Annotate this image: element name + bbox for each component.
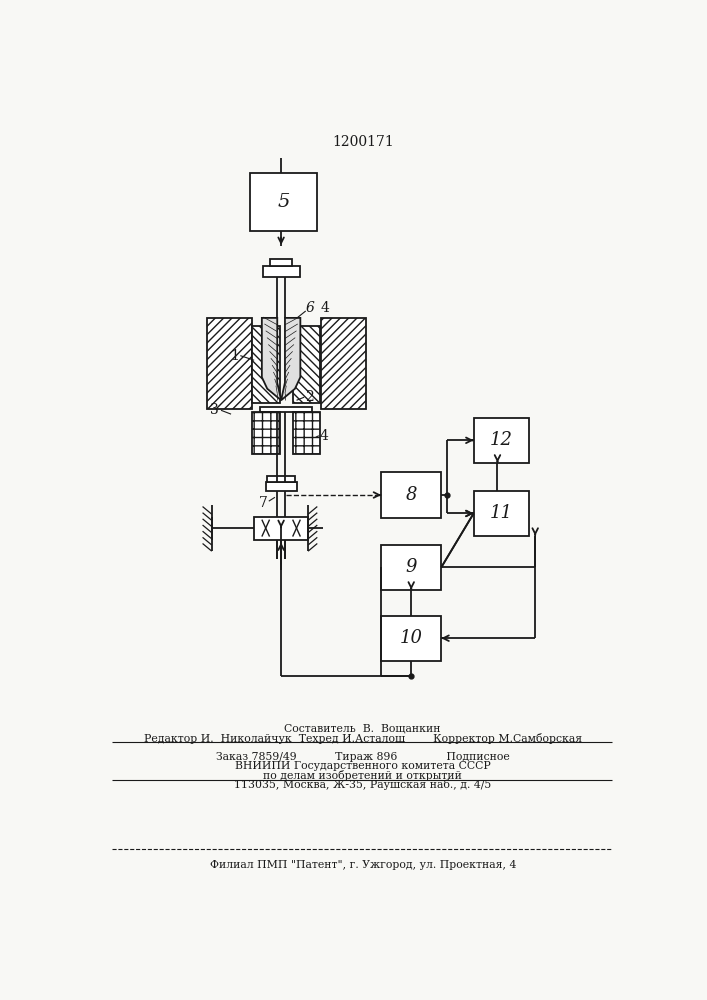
Bar [250,173,317,231]
Text: 1: 1 [230,349,240,363]
Bar [266,482,296,491]
Bar [267,476,295,482]
Text: 1200171: 1200171 [332,135,394,149]
Bar [262,266,300,277]
Bar [270,259,292,266]
Bar [381,472,441,518]
Text: Филиал ПМП "Патент", г. Ужгород, ул. Проектная, 4: Филиал ПМП "Патент", г. Ужгород, ул. Про… [209,860,516,870]
Text: 113035, Москва, Ж-35, Раушская наб., д. 4/5: 113035, Москва, Ж-35, Раушская наб., д. … [234,779,491,790]
Bar [381,616,441,661]
Text: 11: 11 [490,504,513,522]
Text: 2: 2 [305,390,314,404]
Bar [254,517,308,540]
Text: 9: 9 [406,558,417,576]
Bar [321,318,366,409]
Bar [474,418,529,463]
Bar [293,412,320,454]
Text: 7: 7 [259,496,268,510]
Polygon shape [281,318,300,400]
Text: 4: 4 [320,429,329,443]
Text: Редактор И.  Николайчук  Техред И.Асталош        Корректор М.Самборская: Редактор И. Николайчук Техред И.Асталош … [144,733,582,744]
Bar [293,326,320,403]
Text: ВНИИПИ Государственного комитета СССР: ВНИИПИ Государственного комитета СССР [235,761,491,771]
Bar [207,318,252,409]
Text: 8: 8 [406,486,417,504]
Text: 10: 10 [399,629,423,647]
Text: Заказ 7859/49           Тираж 896              Подписное: Заказ 7859/49 Тираж 896 Подписное [216,752,510,762]
Text: 6: 6 [306,301,315,315]
Bar [474,491,529,536]
Text: Составитель  В.  Вощанкин: Составитель В. Вощанкин [284,723,441,733]
Bar [381,545,441,590]
Text: 3: 3 [210,403,218,417]
Text: 5: 5 [277,193,290,211]
Text: по делам изобретений и открытий: по делам изобретений и открытий [263,770,462,781]
Polygon shape [262,318,281,400]
Bar [259,407,312,412]
Bar [252,326,279,403]
Bar [252,412,279,454]
Text: 4: 4 [320,301,329,315]
Text: 12: 12 [490,431,513,449]
